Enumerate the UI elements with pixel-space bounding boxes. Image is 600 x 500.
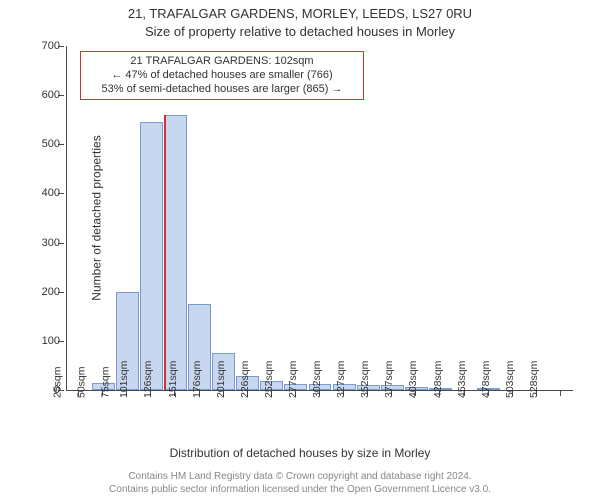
histogram-bar [164,115,187,390]
x-tick-label: 101sqm [118,361,130,398]
marker-line [164,115,166,390]
chart-title: 21, TRAFALGAR GARDENS, MORLEY, LEEDS, LS… [0,6,600,21]
x-tick [560,390,561,396]
x-tick-label: 302sqm [311,361,323,398]
x-tick-label: 176sqm [191,361,203,398]
x-tick-label: 327sqm [335,361,347,398]
x-tick-label: 277sqm [287,361,299,398]
x-tick-label: 226sqm [239,361,251,398]
x-tick-label: 478sqm [480,361,492,398]
annotation-line-1: 21 TRAFALGAR GARDENS: 102sqm [87,55,357,69]
x-axis-title: Distribution of detached houses by size … [0,446,600,460]
y-tick-label: 300 [20,237,60,249]
x-tick-label: 453sqm [456,361,468,398]
y-tick-label: 200 [20,286,60,298]
x-tick-label: 403sqm [408,361,420,398]
chart-subtitle: Size of property relative to detached ho… [0,24,600,39]
x-tick-label: 528sqm [528,361,540,398]
x-tick-label: 428sqm [432,361,444,398]
y-tick-label: 500 [20,138,60,150]
x-tick-label: 252sqm [263,361,275,398]
y-tick-label: 600 [20,89,60,101]
footer-line-1: Contains HM Land Registry data © Crown c… [0,471,600,484]
x-tick-label: 352sqm [359,361,371,398]
x-tick-label: 50sqm [76,366,88,398]
annotation-line-2: ← 47% of detached houses are smaller (76… [87,69,357,83]
annotation-box: 21 TRAFALGAR GARDENS: 102sqm ← 47% of de… [80,51,364,100]
x-tick-label: 75sqm [100,366,112,398]
x-tick-label: 25sqm [52,366,64,398]
x-tick-label: 201sqm [215,361,227,398]
annotation-line-3: 53% of semi-detached houses are larger (… [87,83,357,97]
y-tick-label: 400 [20,187,60,199]
footer: Contains HM Land Registry data © Crown c… [0,471,600,496]
histogram-bar [140,122,163,390]
footer-line-2: Contains public sector information licen… [0,484,600,497]
x-tick-label: 377sqm [384,361,396,398]
x-tick-label: 503sqm [504,361,516,398]
x-tick-label: 151sqm [167,361,179,398]
x-tick-label: 126sqm [143,361,155,398]
y-tick-label: 100 [20,335,60,347]
chart-container: 21, TRAFALGAR GARDENS, MORLEY, LEEDS, LS… [0,0,600,500]
y-tick-label: 700 [20,40,60,52]
